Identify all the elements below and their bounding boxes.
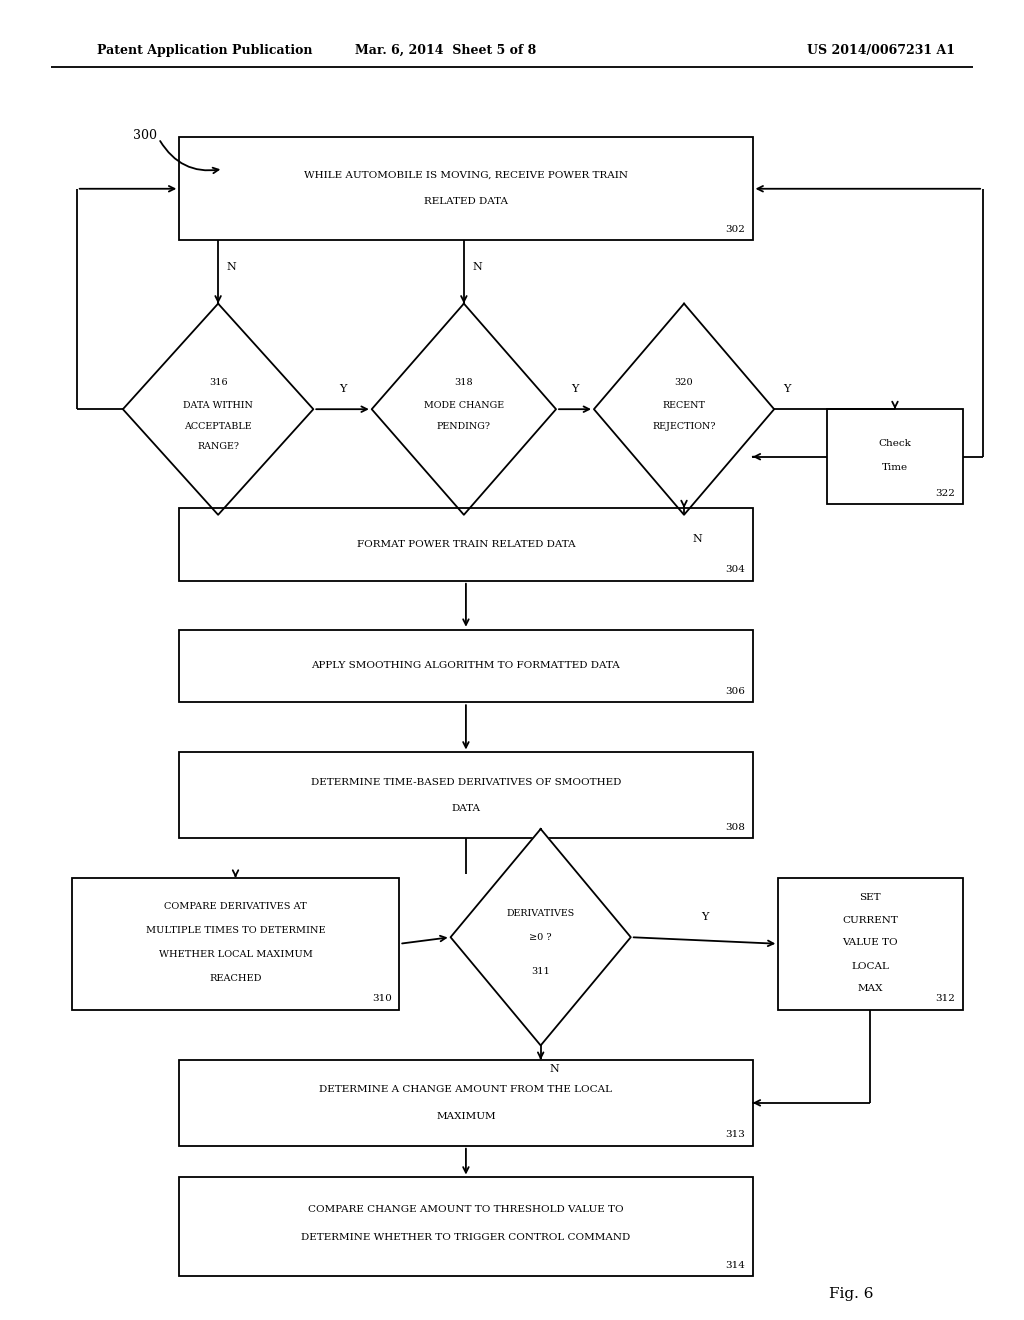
Bar [778, 878, 963, 1010]
Text: 318: 318 [455, 379, 473, 387]
Text: Y: Y [782, 384, 791, 395]
Text: US 2014/0067231 A1: US 2014/0067231 A1 [807, 44, 954, 57]
Text: 306: 306 [726, 686, 745, 696]
Bar [827, 409, 963, 504]
Text: DETERMINE TIME-BASED DERIVATIVES OF SMOOTHED: DETERMINE TIME-BASED DERIVATIVES OF SMOO… [310, 777, 622, 787]
Text: 304: 304 [726, 565, 745, 574]
Text: 312: 312 [936, 994, 955, 1003]
Bar [179, 630, 753, 702]
Text: Fig. 6: Fig. 6 [829, 1287, 873, 1300]
Text: DERIVATIVES: DERIVATIVES [507, 909, 574, 917]
Text: Y: Y [571, 384, 579, 395]
Text: Mar. 6, 2014  Sheet 5 of 8: Mar. 6, 2014 Sheet 5 of 8 [354, 44, 537, 57]
Bar [179, 1060, 753, 1146]
Bar [72, 878, 399, 1010]
Text: N: N [692, 533, 702, 544]
Text: 316: 316 [209, 379, 227, 387]
Polygon shape [594, 304, 774, 515]
Text: RANGE?: RANGE? [197, 442, 240, 450]
Text: PENDING?: PENDING? [437, 422, 490, 430]
Text: DETERMINE WHETHER TO TRIGGER CONTROL COMMAND: DETERMINE WHETHER TO TRIGGER CONTROL COM… [301, 1233, 631, 1242]
Text: APPLY SMOOTHING ALGORITHM TO FORMATTED DATA: APPLY SMOOTHING ALGORITHM TO FORMATTED D… [311, 661, 621, 671]
Text: 308: 308 [726, 822, 745, 832]
Text: 300: 300 [133, 129, 157, 143]
Text: WHILE AUTOMOBILE IS MOVING, RECEIVE POWER TRAIN: WHILE AUTOMOBILE IS MOVING, RECEIVE POWE… [304, 172, 628, 180]
Text: MAX: MAX [858, 985, 883, 993]
Bar [179, 508, 753, 581]
Text: RELATED DATA: RELATED DATA [424, 198, 508, 206]
Text: REJECTION?: REJECTION? [652, 422, 716, 430]
Text: 320: 320 [675, 379, 693, 387]
Text: SET: SET [859, 894, 882, 902]
Text: MODE CHANGE: MODE CHANGE [424, 401, 504, 409]
Bar [179, 1177, 753, 1276]
Text: Time: Time [882, 463, 908, 471]
Polygon shape [451, 829, 631, 1045]
Text: 311: 311 [531, 968, 550, 975]
Polygon shape [123, 304, 313, 515]
Text: LOCAL: LOCAL [852, 962, 889, 970]
Text: N: N [549, 1064, 559, 1074]
Text: RECENT: RECENT [663, 401, 706, 409]
Text: Y: Y [339, 384, 346, 395]
Text: 322: 322 [936, 488, 955, 498]
Text: COMPARE DERIVATIVES AT: COMPARE DERIVATIVES AT [164, 903, 307, 911]
Text: 310: 310 [373, 994, 392, 1003]
Text: ≥0 ?: ≥0 ? [529, 933, 552, 941]
Text: REACHED: REACHED [209, 974, 262, 982]
Text: N: N [226, 261, 237, 272]
Text: Y: Y [700, 912, 709, 923]
Text: N: N [472, 261, 482, 272]
Text: COMPARE CHANGE AMOUNT TO THRESHOLD VALUE TO: COMPARE CHANGE AMOUNT TO THRESHOLD VALUE… [308, 1205, 624, 1214]
Bar [179, 137, 753, 240]
Text: DATA WITHIN: DATA WITHIN [183, 401, 253, 409]
Text: CURRENT: CURRENT [843, 916, 898, 924]
Bar [179, 752, 753, 838]
Text: ACCEPTABLE: ACCEPTABLE [184, 422, 252, 430]
Text: VALUE TO: VALUE TO [843, 939, 898, 946]
Text: FORMAT POWER TRAIN RELATED DATA: FORMAT POWER TRAIN RELATED DATA [356, 540, 575, 549]
Text: MAXIMUM: MAXIMUM [436, 1111, 496, 1121]
Text: Check: Check [879, 440, 911, 447]
Text: 314: 314 [726, 1261, 745, 1270]
Text: WHETHER LOCAL MAXIMUM: WHETHER LOCAL MAXIMUM [159, 950, 312, 958]
Text: 313: 313 [726, 1130, 745, 1139]
Text: 302: 302 [726, 224, 745, 234]
Text: Patent Application Publication: Patent Application Publication [97, 44, 312, 57]
Text: DETERMINE A CHANGE AMOUNT FROM THE LOCAL: DETERMINE A CHANGE AMOUNT FROM THE LOCAL [319, 1085, 612, 1094]
Polygon shape [372, 304, 556, 515]
Text: MULTIPLE TIMES TO DETERMINE: MULTIPLE TIMES TO DETERMINE [145, 927, 326, 935]
Text: DATA: DATA [452, 804, 480, 813]
